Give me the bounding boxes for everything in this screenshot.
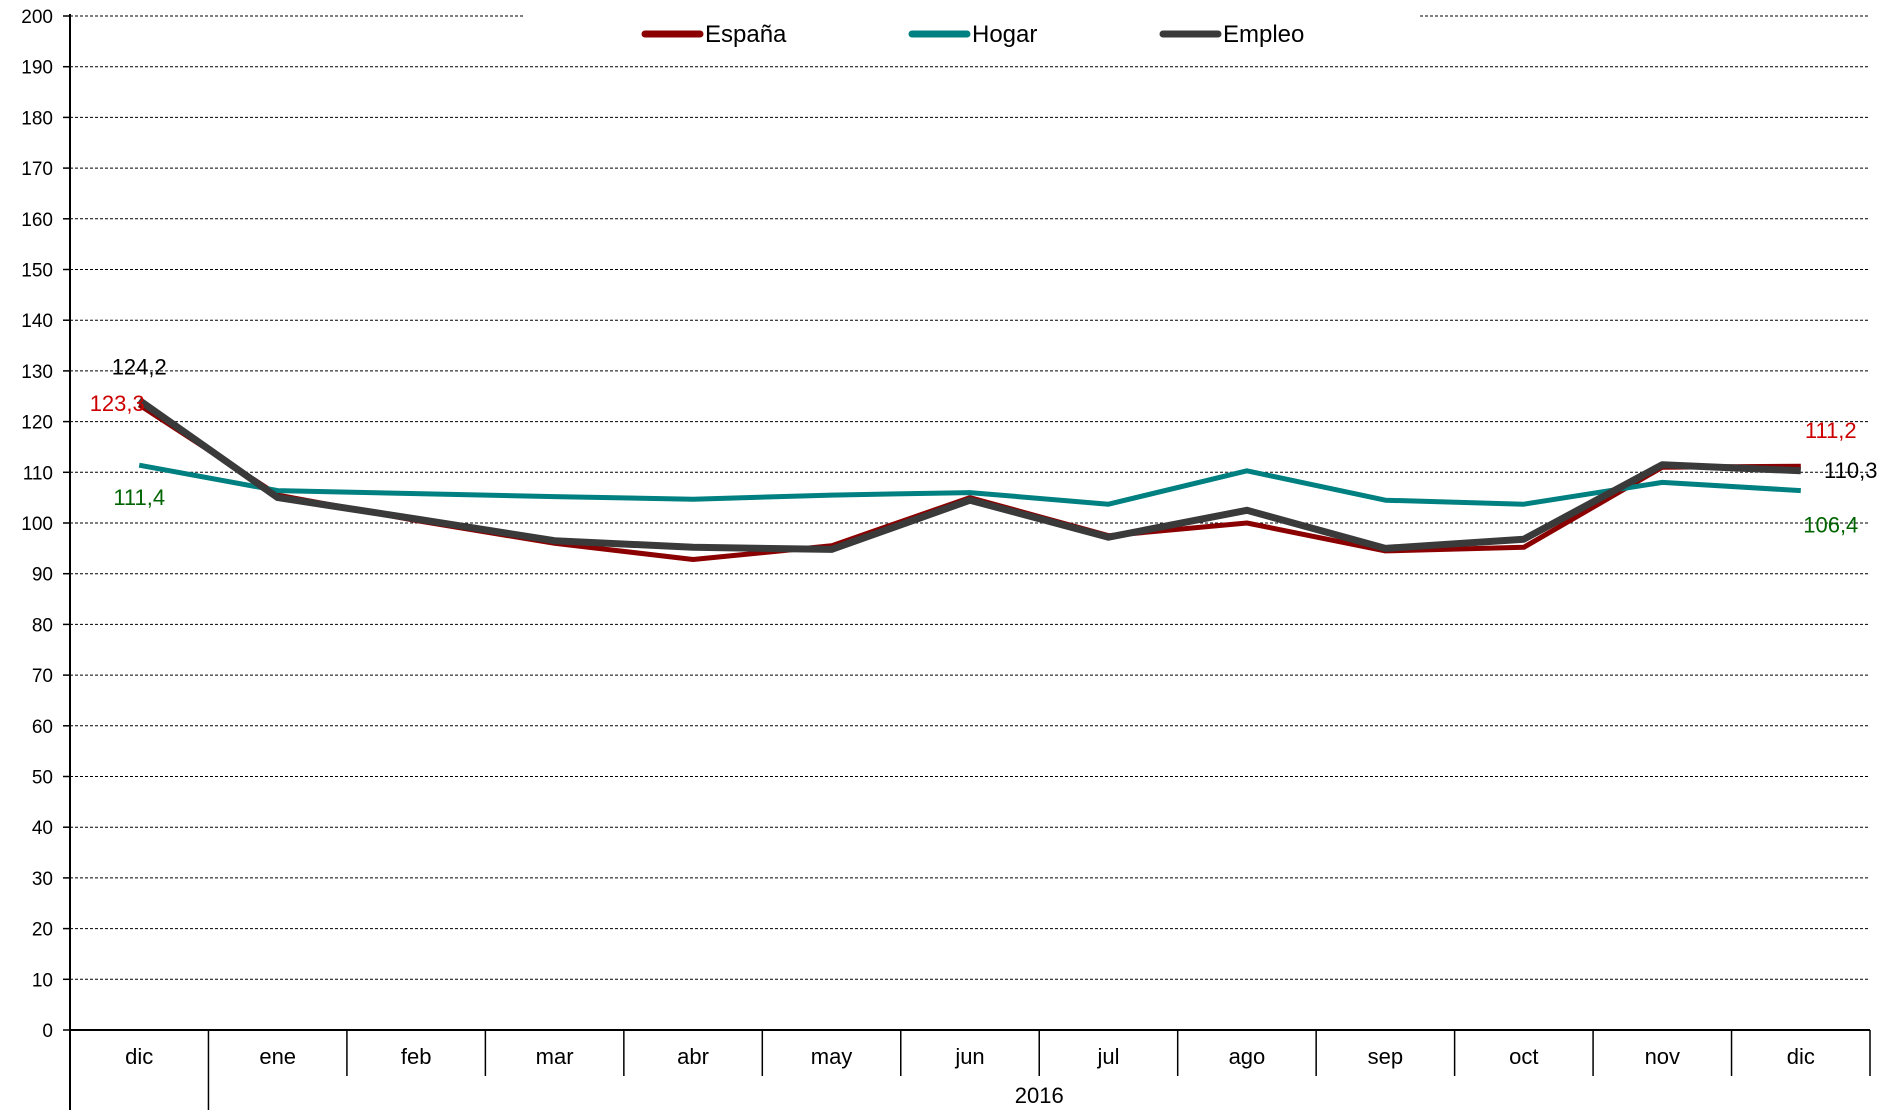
y-tick-label: 10	[32, 970, 53, 991]
y-tick-label: 130	[21, 362, 53, 383]
x-tick-label: sep	[1368, 1044, 1403, 1069]
y-tick-label: 80	[32, 615, 53, 636]
x-tick-label: ene	[259, 1044, 296, 1069]
y-tick-label: 190	[21, 58, 53, 79]
data-labels: 124,2 123,3 111,4 111,2 110,3 106,4	[90, 354, 1878, 537]
y-tick-label: 140	[21, 311, 53, 332]
data-label-empleo: 124,2	[112, 354, 167, 379]
y-tick-label: 150	[21, 261, 53, 282]
y-tick-label: 110	[23, 463, 53, 484]
legend-label-españa: España	[705, 21, 787, 48]
x-tick-label: jun	[954, 1044, 984, 1069]
grid-lines	[70, 15, 1870, 980]
data-label-españa: 123,3	[90, 391, 145, 416]
y-tick-label: 70	[32, 666, 53, 687]
legend-label-hogar: Hogar	[972, 21, 1037, 48]
y-tick-label: 50	[32, 768, 53, 789]
series-line-hogar	[138, 462, 1801, 507]
data-label-hogar: 106,4	[1803, 513, 1858, 538]
y-tick-label: 60	[32, 717, 53, 738]
x-tick-label: abr	[677, 1044, 709, 1069]
x-tick-label: jul	[1096, 1044, 1119, 1069]
y-tick-label: 200	[21, 7, 53, 28]
axes: 0 10 20 30 40 50 60 70 80 90 100 110 120 130 140 150 160…	[21, 7, 1871, 1110]
legend-label-empleo: Empleo	[1223, 21, 1304, 48]
x-tick-label: ago	[1229, 1044, 1266, 1069]
x-tick-label: mar	[536, 1044, 574, 1069]
y-tick-label: 120	[21, 413, 53, 434]
series-lines	[137, 397, 1801, 562]
y-tick-label: 40	[32, 818, 53, 839]
series-line-empleo	[137, 397, 1801, 553]
y-tick-label: 90	[32, 565, 53, 586]
data-label-españa: 111,2	[1805, 418, 1857, 443]
legend-background	[525, 4, 1420, 56]
x-tick-label: may	[811, 1044, 853, 1069]
y-tick-label: 180	[21, 108, 53, 129]
y-tick-label: 30	[32, 869, 53, 890]
y-tick-label: 170	[21, 159, 53, 180]
x-tick-label: oct	[1509, 1044, 1538, 1069]
x-tick-label: dic	[1787, 1044, 1815, 1069]
legend: España Hogar Empleo	[525, 4, 1420, 56]
y-tick-label: 0	[42, 1021, 53, 1042]
series-line-españa	[137, 402, 1801, 562]
x-tick-label: dic	[125, 1044, 153, 1069]
y-tick-label: 100	[21, 514, 53, 535]
x-tick-label: feb	[401, 1044, 432, 1069]
y-tick-label: 160	[21, 210, 53, 231]
data-label-empleo: 110,3	[1824, 458, 1877, 483]
x-tick-label: nov	[1645, 1044, 1680, 1069]
x-group-label: 2016	[1015, 1083, 1064, 1108]
y-tick-label: 20	[32, 920, 53, 941]
data-label-hogar: 111,4	[113, 485, 165, 510]
